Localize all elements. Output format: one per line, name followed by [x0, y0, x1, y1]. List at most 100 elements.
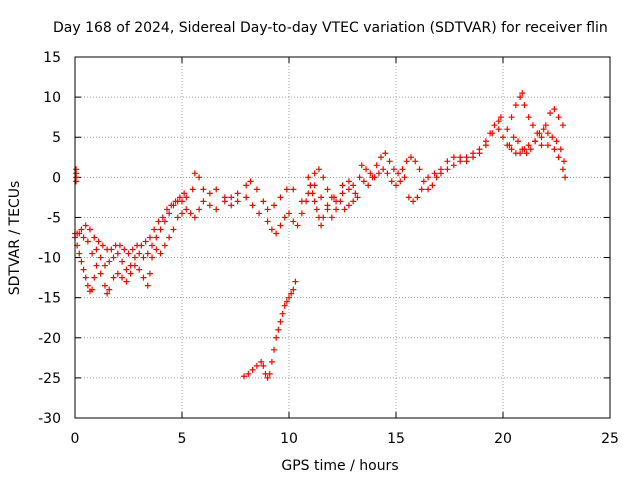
data-point	[253, 186, 260, 193]
data-point	[529, 122, 536, 129]
data-point	[549, 134, 556, 141]
data-point	[562, 174, 569, 181]
data-point	[161, 242, 168, 249]
data-point	[271, 202, 278, 209]
data-point	[157, 226, 164, 233]
data-point	[403, 158, 410, 165]
data-point	[519, 146, 526, 153]
data-point	[390, 166, 397, 173]
data-point	[407, 154, 414, 161]
data-point	[367, 170, 374, 177]
data-point	[330, 194, 337, 201]
y-tick-label: -5	[47, 210, 61, 226]
data-point	[213, 206, 220, 213]
data-point	[155, 218, 162, 225]
data-point	[273, 230, 280, 237]
data-point	[179, 210, 185, 217]
data-point	[138, 242, 145, 249]
data-point	[298, 210, 305, 217]
data-point	[206, 202, 213, 209]
data-point	[313, 206, 320, 213]
data-point	[360, 178, 367, 185]
data-point	[382, 150, 389, 157]
data-point	[544, 130, 551, 137]
data-point	[256, 210, 263, 217]
data-point	[161, 218, 168, 225]
data-point	[523, 150, 530, 157]
data-point	[371, 174, 378, 181]
y-tick-label: 10	[43, 90, 61, 106]
data-point	[108, 246, 115, 253]
data-point	[315, 166, 322, 173]
data-point	[450, 154, 457, 161]
data-point	[101, 262, 108, 269]
data-point	[116, 242, 123, 249]
data-point	[142, 238, 149, 245]
data-point	[470, 154, 477, 161]
data-point	[463, 158, 470, 165]
data-point	[157, 250, 164, 257]
data-point	[491, 122, 498, 129]
data-point	[358, 162, 365, 169]
y-tick-label: -15	[38, 291, 61, 307]
data-point	[341, 206, 348, 213]
data-point	[482, 142, 489, 149]
data-point	[181, 190, 188, 197]
data-point	[457, 154, 464, 161]
data-point	[510, 134, 517, 141]
data-point	[352, 190, 359, 197]
data-point	[504, 126, 511, 133]
data-point	[495, 118, 502, 125]
data-point	[136, 266, 143, 273]
data-point	[86, 226, 93, 233]
data-point	[290, 286, 297, 293]
data-point	[268, 226, 275, 233]
data-point	[309, 190, 316, 197]
data-point	[125, 250, 132, 257]
data-point	[339, 190, 346, 197]
data-point	[97, 270, 104, 277]
data-point	[527, 146, 534, 153]
data-point	[183, 206, 190, 213]
data-point	[345, 178, 352, 185]
data-point	[221, 194, 228, 201]
data-point	[416, 166, 423, 173]
data-point	[401, 174, 408, 181]
y-tick-label: -10	[38, 251, 61, 267]
data-point	[375, 170, 382, 177]
data-point	[412, 158, 419, 165]
data-point	[196, 206, 203, 213]
data-point	[532, 138, 539, 145]
data-point	[380, 166, 387, 173]
data-point	[324, 186, 331, 193]
data-point	[553, 138, 560, 145]
data-point	[123, 266, 130, 273]
y-tick-label: 15	[43, 50, 61, 66]
data-point	[283, 298, 290, 305]
data-point	[506, 142, 513, 149]
data-point	[213, 186, 220, 193]
data-point	[328, 214, 335, 221]
data-point	[114, 270, 121, 277]
data-point	[101, 282, 108, 289]
data-point	[542, 122, 549, 129]
data-point	[286, 210, 292, 217]
data-point	[418, 186, 425, 193]
data-point	[508, 146, 515, 153]
data-point	[78, 258, 85, 265]
data-point	[450, 162, 457, 169]
data-point	[78, 226, 85, 233]
data-point	[275, 326, 282, 333]
data-point	[517, 94, 524, 101]
data-point	[388, 178, 395, 185]
data-point	[149, 242, 156, 249]
data-point	[544, 142, 551, 149]
data-point	[191, 214, 198, 221]
data-point	[228, 194, 235, 201]
data-point	[356, 174, 363, 181]
data-point	[337, 198, 344, 205]
data-point	[536, 130, 543, 137]
data-point	[196, 174, 203, 181]
data-point	[444, 158, 451, 165]
x-tick-label: 15	[387, 431, 405, 447]
